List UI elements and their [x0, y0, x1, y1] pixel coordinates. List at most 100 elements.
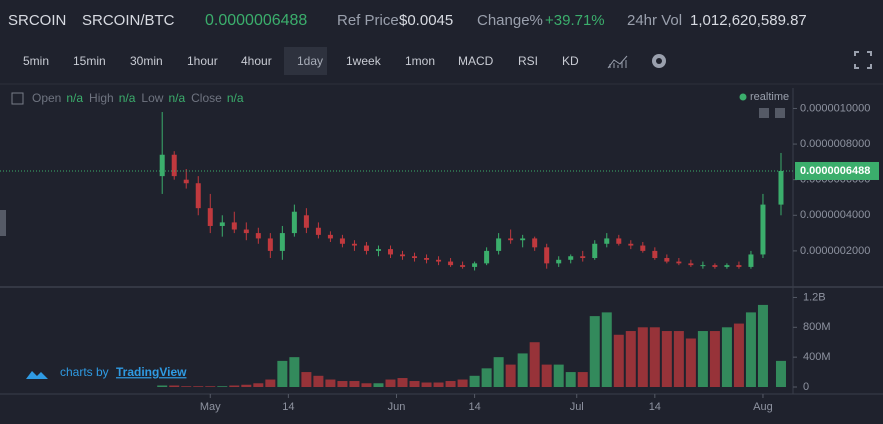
candle-body — [628, 243, 634, 246]
candle-body — [508, 238, 514, 241]
volume-bar — [409, 381, 420, 387]
volume-bar — [661, 331, 672, 387]
candle-body — [580, 256, 586, 259]
volume-bar — [385, 379, 396, 387]
toolbar-button[interactable]: KD — [562, 54, 579, 68]
volume-bar — [505, 364, 516, 387]
candle-body — [484, 250, 490, 264]
candle-body — [387, 249, 393, 255]
volume-bar — [253, 383, 264, 387]
fullscreen-icon[interactable] — [854, 51, 872, 69]
realtime-dot — [739, 93, 747, 101]
vol: 1,012,620,589.87 — [690, 12, 807, 29]
volume-bar — [289, 357, 300, 387]
candle-body — [363, 245, 369, 251]
candle-body — [676, 261, 682, 264]
volume-bar — [325, 379, 336, 387]
candle-body — [219, 222, 225, 226]
toolbar-button[interactable]: MACD — [458, 54, 494, 68]
x-tick-label: May — [200, 401, 221, 413]
change: +39.71% — [545, 12, 605, 29]
candle-body — [556, 259, 562, 264]
legend-label: Close — [191, 91, 222, 105]
y-tick-label: 1.2B — [803, 291, 826, 303]
candle-body — [496, 238, 502, 251]
last-price-label: 0.0000006488 — [800, 165, 870, 177]
volume-bar — [709, 331, 720, 387]
toolbar-button[interactable]: 1hour — [187, 54, 218, 68]
volume-bar — [577, 372, 588, 387]
volume-bar — [265, 379, 276, 387]
volume-bar — [217, 386, 228, 387]
x-tick-label: Jul — [570, 401, 584, 413]
candle-body — [339, 238, 345, 244]
toolbar-button[interactable]: 30min — [130, 54, 163, 68]
legend-label: Open — [32, 91, 61, 105]
candle-body — [616, 238, 622, 244]
toolbar-button[interactable]: 1week — [346, 54, 382, 68]
candle-body — [778, 170, 784, 205]
volume-bar — [229, 385, 240, 387]
volume-bar — [181, 386, 192, 387]
volume-bar — [361, 383, 372, 387]
attribution-prefix: charts by — [60, 365, 109, 379]
volume-bar — [457, 379, 468, 387]
volume-bar — [433, 382, 444, 387]
candle-body — [652, 250, 658, 259]
y-tick-label: 0.0000004000 — [800, 209, 870, 221]
volume-bar — [445, 381, 456, 387]
candle-body — [327, 234, 333, 239]
candle-body — [255, 233, 261, 239]
legend-toggle[interactable] — [11, 92, 24, 105]
candle-body — [640, 245, 646, 251]
attribution-link[interactable]: TradingView — [116, 365, 187, 379]
volume-bar — [349, 381, 360, 387]
candle-body — [544, 247, 550, 264]
volume-bar — [673, 331, 684, 387]
side-handle[interactable] — [0, 210, 6, 236]
y-tick-label: 0.0000008000 — [800, 138, 870, 150]
indicators-icon[interactable] — [607, 55, 628, 69]
y-tick-label: 400M — [803, 351, 831, 363]
active-button — [284, 47, 327, 75]
candle-body — [183, 179, 189, 184]
pair: SRCOIN/BTC — [82, 12, 175, 29]
toolbar-button[interactable]: RSI — [518, 54, 538, 68]
settings-icon[interactable] — [652, 54, 666, 68]
y-tick-label: 0 — [803, 381, 809, 393]
ref-price-label: Ref Price — [337, 12, 399, 29]
candle-body — [303, 215, 309, 228]
change-label: Change% — [477, 12, 543, 29]
candle-body — [436, 259, 442, 262]
toolbar-button[interactable]: 1day — [297, 54, 323, 68]
candle-body — [291, 211, 297, 234]
candle-body — [375, 249, 381, 251]
volume-bar — [205, 386, 216, 387]
candle-body — [700, 265, 706, 267]
volume-bar — [313, 375, 324, 387]
candle-body — [231, 222, 237, 230]
volume-bar — [421, 382, 432, 387]
x-tick-label: Aug — [753, 401, 773, 413]
toolbar-button[interactable]: 4hour — [241, 54, 272, 68]
volume-bar — [397, 378, 408, 387]
volume-bar — [721, 327, 732, 387]
candle-body — [520, 238, 526, 241]
volume-bar — [757, 304, 768, 387]
toolbar-button[interactable]: 5min — [23, 54, 49, 68]
volume-bar — [241, 384, 252, 387]
volume-bar — [337, 381, 348, 387]
legend-label: Low — [141, 91, 163, 105]
legend-value: n/a — [227, 91, 244, 105]
volume-bar — [775, 360, 786, 387]
toolbar-button[interactable]: 1mon — [405, 54, 435, 68]
scroll-button[interactable] — [775, 108, 785, 118]
realtime: realtime — [750, 91, 789, 103]
ref-price: $0.0045 — [399, 12, 453, 29]
candle-body — [315, 227, 321, 235]
x-tick-label: 14 — [468, 401, 480, 413]
toolbar-button[interactable]: 15min — [73, 54, 106, 68]
symbol: SRCOIN — [8, 12, 66, 29]
scroll-button[interactable] — [759, 108, 769, 118]
vol-label: 24hr Vol — [627, 12, 682, 29]
